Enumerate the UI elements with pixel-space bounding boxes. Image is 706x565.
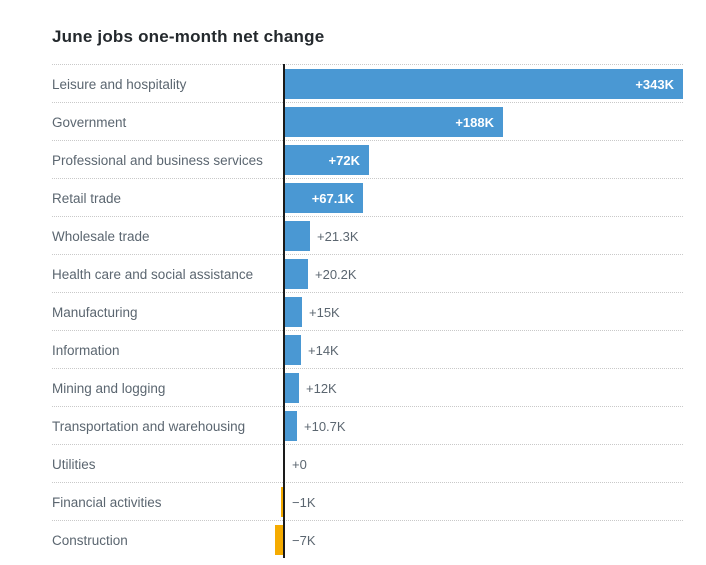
bar-negative [275,525,283,555]
bar-positive [285,145,369,175]
chart-row: Manufacturing +15K [52,292,683,330]
bar-positive [285,259,308,289]
category-label: Wholesale trade [52,228,150,244]
category-label: Professional and business services [52,152,263,168]
chart-row: Professional and business services +72K [52,140,683,178]
chart-row: Utilities +0 [52,444,683,482]
chart-row: Government +188K [52,102,683,140]
bar-positive [285,335,301,365]
bar-positive [285,297,302,327]
chart-title: June jobs one-month net change [52,27,325,46]
value-label: +343K [635,76,674,92]
chart-row: Transportation and warehousing +10.7K [52,406,683,444]
chart-row: Health care and social assistance +20.2K [52,254,683,292]
category-label: Government [52,114,127,130]
chart-row: Construction −7K [52,520,683,558]
bar-chart: Leisure and hospitality +343K Government +1… [52,64,683,558]
category-label: Information [52,342,120,358]
category-label: Construction [52,532,128,548]
chart-row: Retail trade +67.1K [52,178,683,216]
zero-axis-line [283,64,285,558]
value-label: +12K [306,380,337,396]
value-label: −1K [292,494,316,510]
chart-rows: Leisure and hospitality +343K Government +1… [52,64,683,558]
bar-positive [285,69,683,99]
chart-row: Mining and logging +12K [52,368,683,406]
bar-positive [285,373,299,403]
bar-positive [285,183,363,213]
category-label: Manufacturing [52,304,138,320]
category-label: Utilities [52,456,96,472]
chart-row: Information +14K [52,330,683,368]
bar-positive [285,221,310,251]
chart-row: Leisure and hospitality +343K [52,64,683,102]
value-label: +10.7K [304,418,346,434]
value-label: −7K [292,532,316,548]
value-label: +188K [455,114,494,130]
value-label: +14K [308,342,339,358]
category-label: Mining and logging [52,380,166,396]
chart-row: Wholesale trade +21.3K [52,216,683,254]
category-label: Retail trade [52,190,122,206]
bar-negative [281,487,283,517]
bar-positive [285,411,297,441]
category-label: Health care and social assistance [52,266,254,282]
value-label: +0 [292,456,307,472]
category-label: Financial activities [52,494,162,510]
chart-row: Financial activities −1K [52,482,683,520]
value-label: +20.2K [315,266,357,282]
value-label: +21.3K [317,228,359,244]
bar-positive [285,107,503,137]
value-label: +72K [328,152,360,168]
value-label: +15K [309,304,340,320]
category-label: Leisure and hospitality [52,76,187,92]
category-label: Transportation and warehousing [52,418,246,434]
value-label: +67.1K [311,190,354,206]
